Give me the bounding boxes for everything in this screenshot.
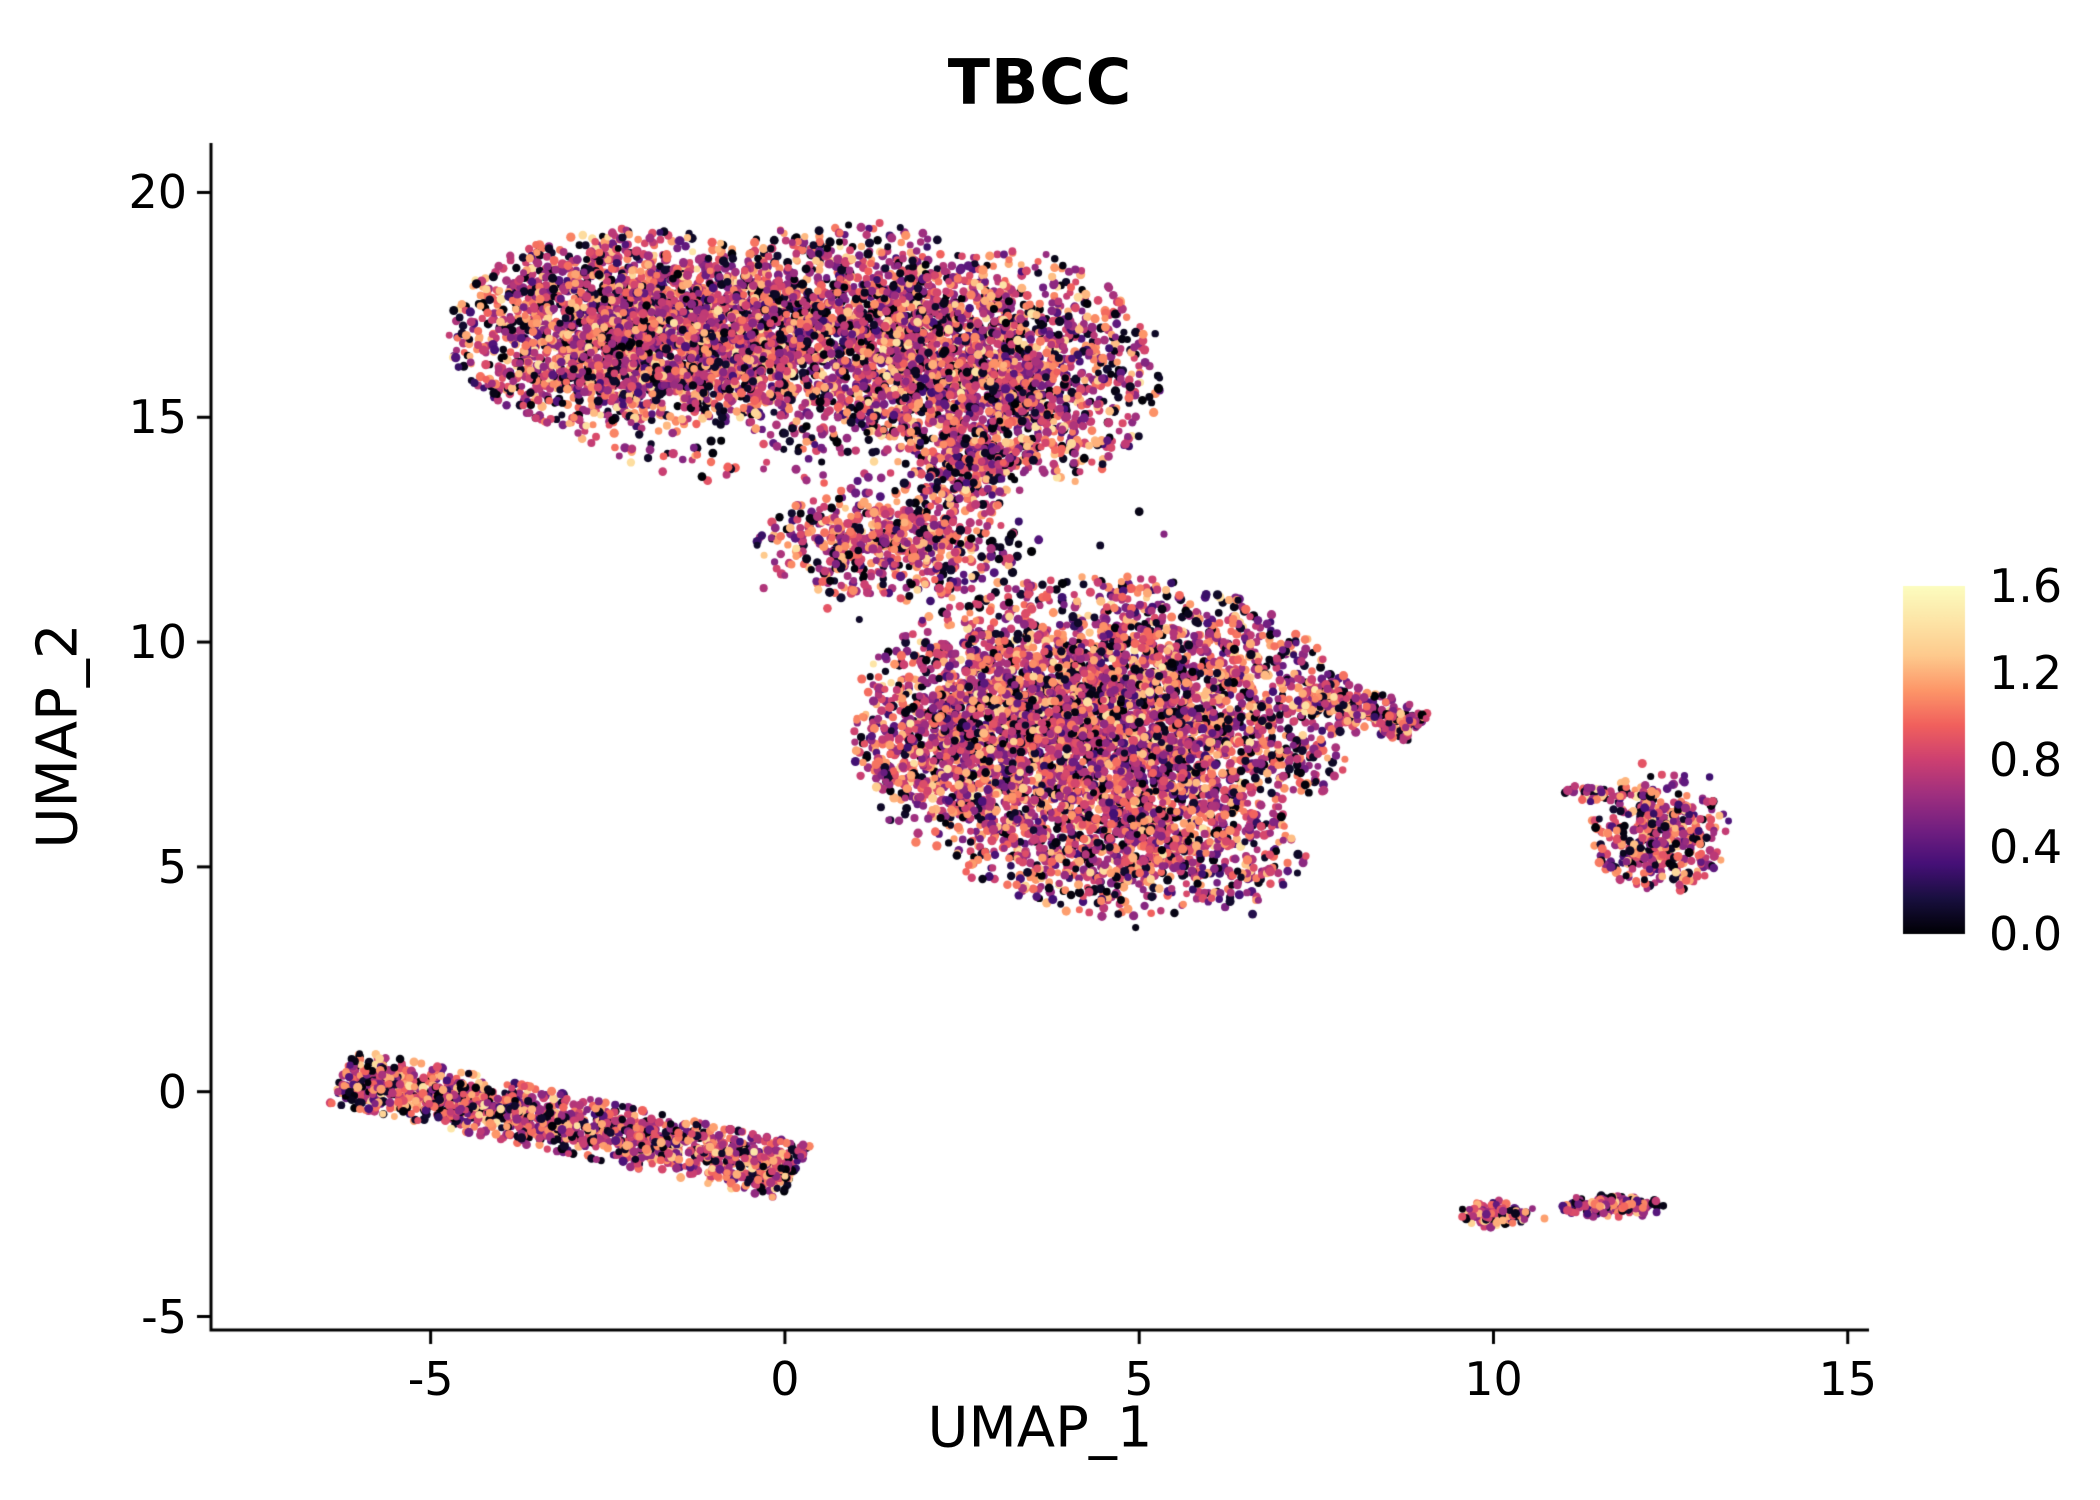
colorbar-tick-label: 1.6 xyxy=(1989,559,2063,613)
colorbar-tick-label: 1.2 xyxy=(1989,646,2063,700)
y-tick-label: 0 xyxy=(157,1064,187,1119)
x-tick-label: 10 xyxy=(1464,1352,1523,1406)
x-tick-label: 15 xyxy=(1818,1352,1878,1406)
colorbar-tick-label: 0.8 xyxy=(1989,733,2063,787)
chart-title: TBCC xyxy=(947,45,1133,119)
colorbar-tick-label: 0.0 xyxy=(1989,907,2063,961)
y-tick-label: -5 xyxy=(141,1289,187,1344)
y-tick-label: 5 xyxy=(157,839,187,894)
y-tick-label: 15 xyxy=(128,390,187,445)
x-tick-label: -5 xyxy=(407,1352,454,1406)
y-tick-label: 10 xyxy=(128,615,187,670)
x-tick-label: 5 xyxy=(1124,1352,1154,1406)
x-axis-label: UMAP_1 xyxy=(927,1395,1153,1461)
y-tick-label: 20 xyxy=(128,165,187,220)
colorbar-tick-label: 0.4 xyxy=(1989,820,2063,874)
y-axis-label: UMAP_2 xyxy=(25,623,91,849)
x-tick-label: 0 xyxy=(770,1352,800,1406)
